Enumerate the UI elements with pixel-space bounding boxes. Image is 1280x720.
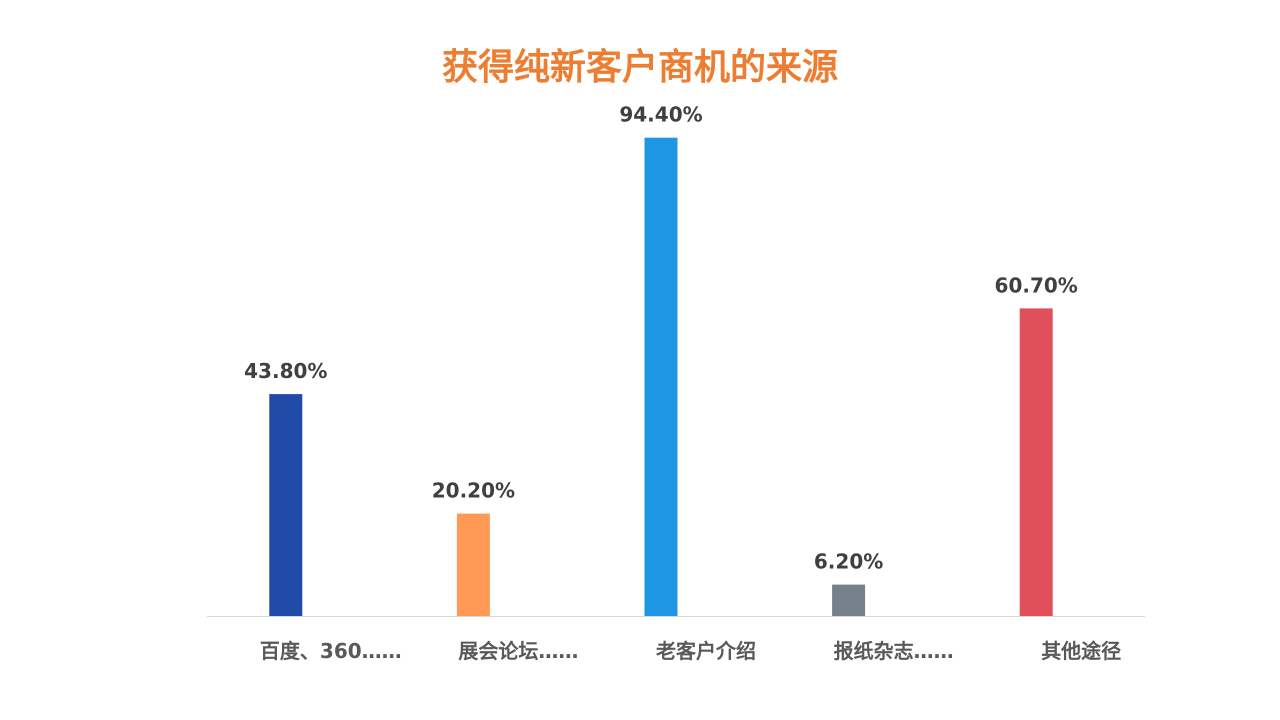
bar-2	[456, 513, 490, 616]
bars-layer	[269, 137, 1053, 616]
category-label-5: 其他途径	[1041, 639, 1121, 663]
bar-5	[1019, 308, 1053, 616]
value-labels-layer: 43.80% 20.20% 94.40% 6.20% 60.70%	[244, 103, 1078, 574]
chart-title: 获得纯新客户商机的来源	[441, 47, 838, 88]
data-label-2: 20.20%	[432, 479, 515, 503]
data-label-3: 94.40%	[619, 103, 702, 127]
category-label-2: 展会论坛……	[458, 639, 578, 663]
category-label-4: 报纸杂志……	[834, 639, 954, 663]
category-label-3: 老客户介绍	[656, 639, 756, 663]
bar-3	[644, 137, 678, 616]
data-label-1: 43.80%	[244, 359, 327, 383]
data-label-5: 60.70%	[995, 273, 1078, 297]
category-label-1: 百度、360……	[260, 639, 402, 663]
category-labels-layer: 百度、360…… 展会论坛…… 老客户介绍 报纸杂志…… 其他途径	[260, 639, 1121, 663]
data-label-4: 6.20%	[814, 550, 883, 574]
bar-4	[832, 584, 866, 616]
bar-1	[269, 394, 303, 616]
